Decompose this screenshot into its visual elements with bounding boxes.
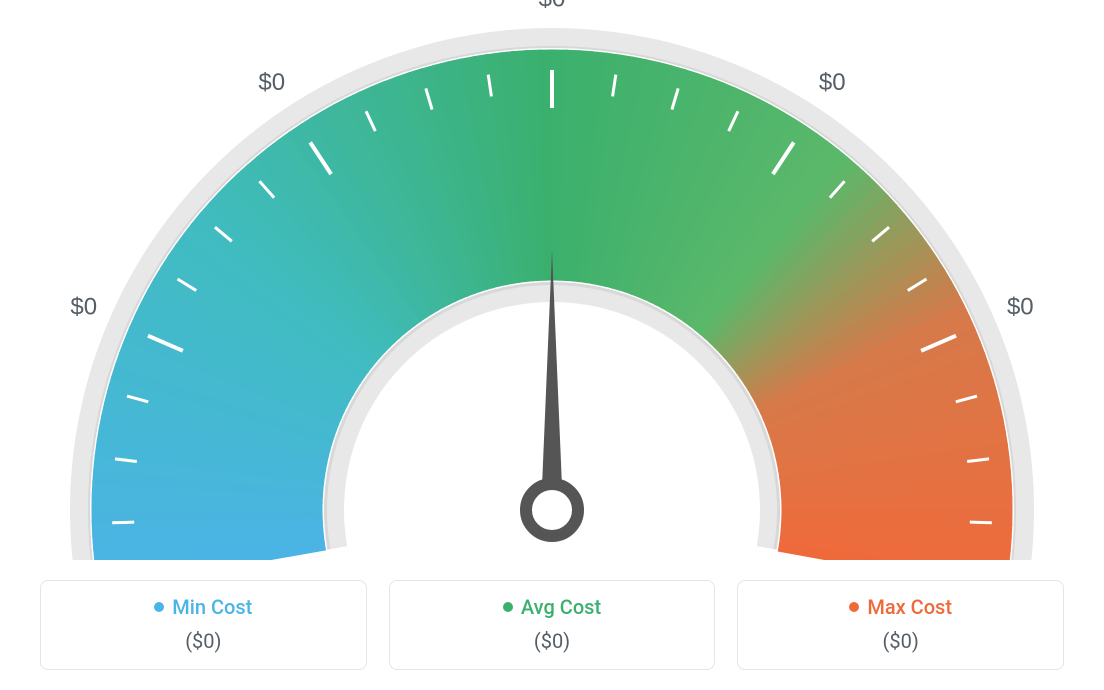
svg-text:$0: $0 [539, 0, 566, 12]
legend-avg-value: ($0) [400, 629, 705, 653]
svg-text:$0: $0 [258, 69, 285, 96]
legend-min-value: ($0) [51, 629, 356, 653]
legend-row: Min Cost ($0) Avg Cost ($0) Max Cost ($0… [40, 580, 1064, 670]
legend-avg-label: Avg Cost [521, 595, 601, 619]
cost-gauge-container: $0$0$0$0$0$0$0 Min Cost ($0) Avg Cost ($… [0, 0, 1104, 690]
legend-min-label: Min Cost [172, 595, 252, 619]
dot-icon [503, 602, 513, 612]
legend-max-card: Max Cost ($0) [737, 580, 1064, 670]
svg-text:$0: $0 [1007, 293, 1034, 320]
legend-min-title: Min Cost [154, 595, 252, 619]
legend-avg-card: Avg Cost ($0) [389, 580, 716, 670]
legend-min-card: Min Cost ($0) [40, 580, 367, 670]
dot-icon [849, 602, 859, 612]
legend-max-label: Max Cost [867, 595, 952, 619]
gauge-chart: $0$0$0$0$0$0$0 [0, 0, 1104, 560]
svg-text:$0: $0 [819, 69, 846, 96]
legend-avg-title: Avg Cost [503, 595, 601, 619]
legend-max-value: ($0) [748, 629, 1053, 653]
dot-icon [154, 602, 164, 612]
svg-text:$0: $0 [70, 293, 97, 320]
legend-max-title: Max Cost [849, 595, 952, 619]
